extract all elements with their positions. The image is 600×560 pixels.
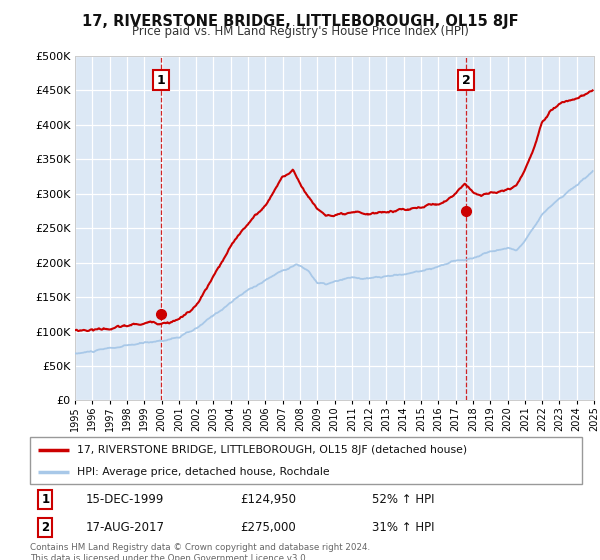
- Text: 15-DEC-1999: 15-DEC-1999: [85, 493, 164, 506]
- Text: Contains HM Land Registry data © Crown copyright and database right 2024.
This d: Contains HM Land Registry data © Crown c…: [30, 543, 370, 560]
- Text: 17, RIVERSTONE BRIDGE, LITTLEBOROUGH, OL15 8JF (detached house): 17, RIVERSTONE BRIDGE, LITTLEBOROUGH, OL…: [77, 445, 467, 455]
- Text: 1: 1: [157, 73, 165, 87]
- Text: 2: 2: [41, 521, 50, 534]
- Text: £275,000: £275,000: [240, 521, 296, 534]
- Text: Price paid vs. HM Land Registry's House Price Index (HPI): Price paid vs. HM Land Registry's House …: [131, 25, 469, 38]
- Text: 17-AUG-2017: 17-AUG-2017: [85, 521, 164, 534]
- Text: 1: 1: [41, 493, 50, 506]
- Text: £124,950: £124,950: [240, 493, 296, 506]
- Text: 31% ↑ HPI: 31% ↑ HPI: [372, 521, 435, 534]
- Text: 17, RIVERSTONE BRIDGE, LITTLEBOROUGH, OL15 8JF: 17, RIVERSTONE BRIDGE, LITTLEBOROUGH, OL…: [82, 14, 518, 29]
- Text: 52% ↑ HPI: 52% ↑ HPI: [372, 493, 435, 506]
- Text: HPI: Average price, detached house, Rochdale: HPI: Average price, detached house, Roch…: [77, 466, 329, 477]
- Text: 2: 2: [462, 73, 471, 87]
